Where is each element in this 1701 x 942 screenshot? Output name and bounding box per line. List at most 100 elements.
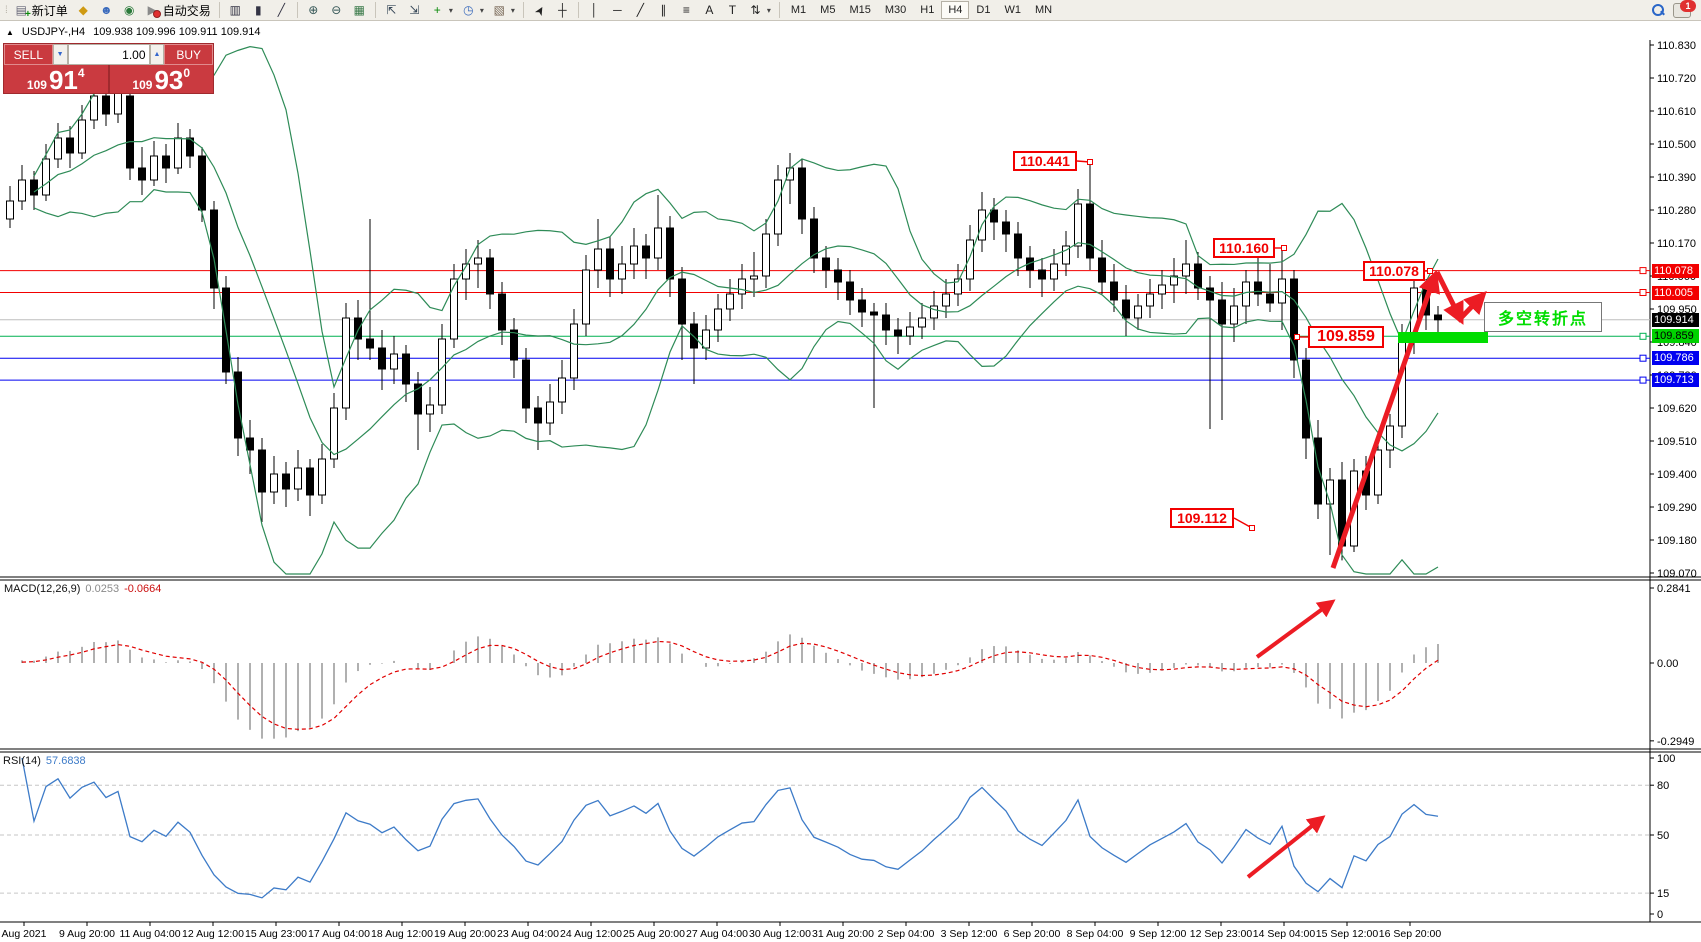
profiles-button[interactable]: ☻ [95,1,118,19]
rsi-line [21,757,1439,899]
level-price-tag: 109.713 [1652,373,1699,388]
time-tick-label: 9 Aug 20:00 [59,928,115,940]
time-tick-label: 17 Aug 04:00 [308,928,370,940]
pivot-point-text: 多空转折点 [1497,311,1588,328]
time-tick-label: 15 Aug 23:00 [245,928,307,940]
rsi-name: RSI(14) [3,755,41,767]
zoom-in-button[interactable]: ⊕ [302,1,325,19]
buy-button[interactable]: BUY [164,44,213,65]
zoom-out-icon: ⊖ [331,3,342,17]
chart-canvas[interactable]: 110.830 110.720 110.610 110.500 110.390 110.2… [0,21,1701,942]
price-tick-label: 110.720 [1657,73,1696,85]
sell-button[interactable]: SELL [4,44,53,65]
time-tick-label: 12 Sep 23:00 [1190,928,1253,940]
candlestick-chart-button[interactable]: ▮ [247,1,270,19]
chevron-down-icon: ▾ [766,5,771,15]
hline-handle[interactable] [1639,354,1647,362]
sell-price-handle: 109 [26,78,47,92]
styles-button[interactable]: ◆ [72,1,95,19]
hline-handle[interactable] [1639,332,1647,340]
horizontal-line-button[interactable]: ─ [606,1,629,19]
hline-handle[interactable] [1639,267,1647,275]
time-tick-label: 25 Aug 20:00 [623,928,685,940]
buy-price[interactable]: 109 93 0 [110,65,214,93]
price-annotation-110078[interactable]: 110.078 [1363,261,1425,281]
rsi-tick-label: 100 [1657,753,1675,765]
diamond-icon: ◆ [78,3,88,17]
price-tick-label: 109.070 [1657,568,1697,580]
volume-decrease-button[interactable]: ▼ [52,44,68,65]
arrows-button[interactable]: ⇅ ▾ [744,1,775,19]
chart-window[interactable]: 110.830 110.720 110.610 110.500 110.390 110.2… [0,21,1701,942]
timeframe-m5[interactable]: M5 [813,1,842,19]
chat-icon[interactable]: 1 [1673,0,1696,18]
bar-chart-button[interactable]: ▥ [224,1,247,19]
volume-increase-button[interactable]: ▲ [149,44,165,65]
sell-price[interactable]: 109 91 4 [4,65,108,93]
add-indicator-button[interactable]: + ▾ [426,1,457,19]
person-icon: ☻ [99,3,113,17]
timeframe-h1[interactable]: H1 [913,1,941,19]
time-tick-label: 14 Sep 04:00 [1253,928,1316,940]
hline-handle[interactable] [1639,289,1647,296]
price-annotation-109112[interactable]: 109.112 [1170,508,1234,528]
macd-value: 0.0253 [85,583,120,595]
time-tick-label: 2 Sep 04:00 [878,928,935,940]
crosshair-button[interactable]: ┼ [551,1,574,19]
vertical-line-button[interactable]: │ [583,1,606,19]
notification-badge: 1 [1680,0,1696,12]
hline-handle[interactable] [1639,376,1647,384]
quote-line: ▲ USDJPY-,H4 109.938 109.996 109.911 109… [6,26,261,38]
timeframe-m1[interactable]: M1 [784,1,813,19]
timeframe-m15[interactable]: M15 [842,1,877,19]
chart-mark-icon: ⇲ [409,3,420,17]
price-annotation-110160[interactable]: 110.160 [1213,238,1275,258]
auto-scroll-button[interactable]: ⇱ [380,1,403,19]
letter-a-icon: A [705,3,714,17]
equidistant-channel-button[interactable]: ∥ [652,1,675,19]
templates-button[interactable]: ▧ ▾ [488,1,519,19]
symbol-period: USDJPY-,H4 [21,26,86,38]
timeframe-d1[interactable]: D1 [969,1,997,19]
trend-arrows[interactable] [1076,159,1487,879]
trendline-button[interactable]: ╱ [629,1,652,19]
toolbar-separator [577,2,579,18]
pivot-point-note[interactable]: 多空转折点 [1484,302,1602,332]
price-tick-label: 110.830 [1657,40,1696,52]
periods-button[interactable]: ◷ ▾ [457,1,488,19]
zoom-out-button[interactable]: ⊖ [325,1,348,19]
new-order-label: 新订单 [31,3,68,18]
volume-input[interactable] [67,44,150,65]
timeframe-mn[interactable]: MN [1028,1,1059,19]
cursor-icon: ➤ [530,2,548,18]
annotation-anchor [1294,334,1300,340]
cursor-button[interactable]: ➤ [528,1,551,19]
buy-price-big: 93 [154,64,184,95]
macd-signal-value: -0.0664 [124,583,162,595]
rsi-value: 57.6838 [45,755,86,767]
timeframe-m30[interactable]: M30 [878,1,913,19]
chart-shift-button[interactable]: ⇲ [403,1,426,19]
market-watch-button[interactable]: ◉ [118,1,141,19]
toolbar-separator [374,2,376,18]
text-button[interactable]: A [698,1,721,19]
letter-t-icon: T [728,3,737,17]
price-tick-label: 109.290 [1657,502,1697,514]
price-annotation-110441[interactable]: 110.441 [1013,151,1077,171]
auto-trading-button[interactable]: ▶ 自动交易 [141,1,215,19]
tile-windows-button[interactable]: ▦ [348,1,371,19]
new-order-button[interactable]: ▤ + 新订单 [10,1,72,20]
tiles-icon: ▦ [353,3,365,17]
search-icon[interactable] [1651,3,1665,17]
support-zone-highlight[interactable] [1398,332,1488,343]
channel-icon: ∥ [660,3,667,17]
text-label-button[interactable]: T [721,1,744,19]
fibonacci-button[interactable]: ≡ [675,1,698,19]
price-annotation-109859[interactable]: 109.859 [1308,326,1384,348]
line-chart-button[interactable]: ╱ [270,1,293,19]
rsi-label: RSI(14) 57.6838 [3,755,86,767]
timeframe-h4[interactable]: H4 [941,1,970,19]
timeframe-w1[interactable]: W1 [997,1,1028,19]
time-tick-label: 23 Aug 04:00 [497,928,559,940]
doc-plus-icon: ▤ + [15,3,31,20]
